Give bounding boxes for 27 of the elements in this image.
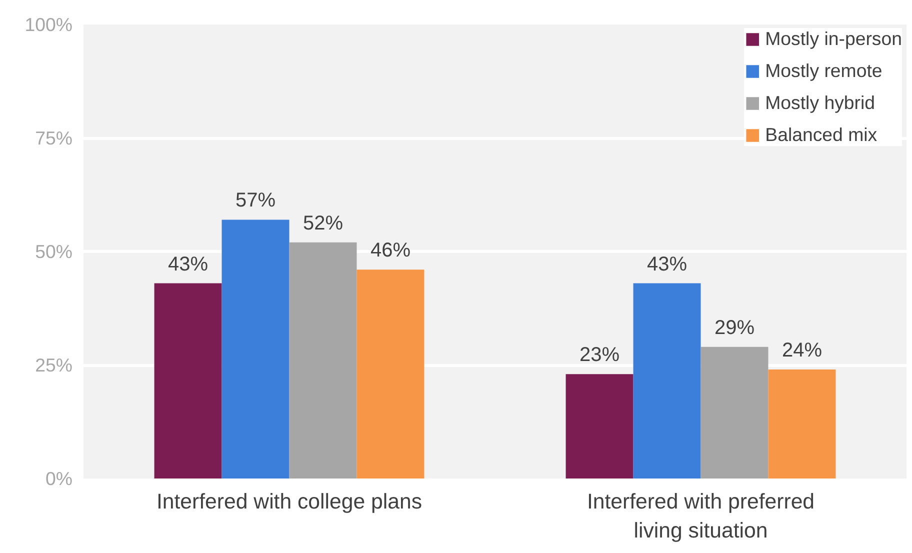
y-tick-label: 25%: [35, 354, 73, 376]
text: 46%: [370, 240, 410, 262]
x-tick-label: Interfered with college plans: [156, 490, 422, 514]
y-tick-label: 75%: [35, 128, 73, 148]
y-tick-label: 50%: [35, 241, 73, 262]
x-tick-label: Interfered with preferred living situation: [586, 490, 815, 542]
bar: [289, 242, 357, 478]
text: 29%: [714, 316, 755, 339]
bar: [566, 374, 634, 478]
bar: [700, 346, 768, 478]
text: 43%: [646, 253, 688, 276]
y-tick-label: 100%: [24, 14, 73, 35]
bar: [633, 283, 701, 478]
y-tick-label: 0%: [46, 468, 73, 489]
legend-label: Mostly hybrid: [765, 92, 876, 114]
bar: [768, 370, 836, 478]
legend-label: Balanced mix: [765, 124, 878, 146]
legend-label: Mostly in-person: [765, 28, 902, 50]
bar: [222, 220, 290, 478]
text: 52%: [302, 212, 344, 234]
text: 24%: [782, 340, 822, 362]
text: 23%: [580, 344, 620, 366]
text: 57%: [235, 190, 276, 212]
bar: [154, 283, 222, 478]
bar: [356, 270, 424, 478]
legend-label: Mostly remote: [765, 60, 882, 82]
text: 43%: [168, 253, 208, 276]
